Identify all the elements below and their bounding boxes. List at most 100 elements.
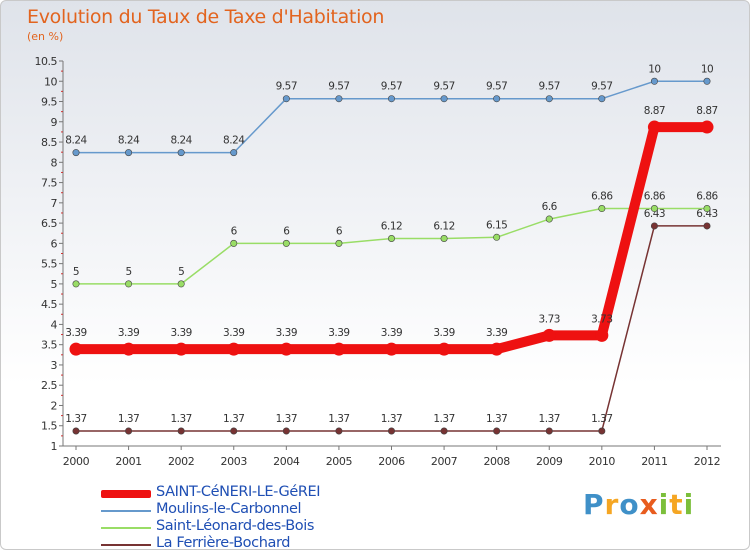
data-label: 1.37 bbox=[170, 413, 191, 425]
data-point bbox=[177, 427, 185, 435]
data-point bbox=[282, 95, 290, 103]
y-tick-label: 1.5 bbox=[41, 420, 57, 433]
legend-item-saint-ceneri[interactable]: SAINT-CéNERI-LE-GéREI bbox=[101, 484, 421, 502]
y-tick-label: 3 bbox=[51, 359, 58, 372]
data-point bbox=[177, 149, 185, 157]
legend-label: SAINT-CéNERI-LE-GéREI bbox=[156, 484, 321, 500]
data-point bbox=[385, 342, 398, 356]
data-point bbox=[490, 342, 504, 356]
data-point bbox=[598, 95, 606, 103]
data-label: 1.37 bbox=[276, 413, 297, 425]
y-tick-label: 6.5 bbox=[41, 217, 57, 230]
legend-item-saint-leonard[interactable]: Saint-Léonard-des-Bois bbox=[101, 518, 421, 536]
data-point bbox=[387, 427, 395, 435]
y-tick-label: 4.5 bbox=[41, 298, 57, 311]
y-tick-label: 9.5 bbox=[41, 96, 57, 109]
data-point bbox=[279, 342, 293, 356]
data-point bbox=[335, 95, 343, 103]
data-label: 1.37 bbox=[381, 413, 402, 425]
x-tick-label: 2003 bbox=[221, 455, 248, 468]
data-point bbox=[125, 280, 133, 288]
data-point bbox=[282, 427, 290, 435]
data-label: 1.37 bbox=[118, 413, 139, 425]
y-tick-label: 10 bbox=[44, 75, 57, 88]
y-tick-label: 2.5 bbox=[41, 379, 57, 392]
data-label: 8.24 bbox=[118, 135, 140, 147]
legend-label: Moulins-le-Carbonnel bbox=[156, 501, 302, 517]
legend-label: La Ferrière-Bochard bbox=[156, 535, 291, 550]
data-point bbox=[703, 222, 711, 230]
data-label: 6 bbox=[336, 225, 343, 237]
y-tick-label: 6 bbox=[51, 237, 58, 250]
data-label: 8.24 bbox=[170, 135, 192, 147]
legend-swatch bbox=[101, 510, 151, 512]
chart-title: Evolution du Taux de Taxe d'Habitation bbox=[27, 6, 385, 28]
y-tick-label: 8 bbox=[51, 156, 58, 169]
data-label: 6.6 bbox=[542, 201, 558, 213]
data-label: 6.43 bbox=[644, 208, 665, 220]
data-point bbox=[72, 427, 80, 435]
data-point bbox=[598, 205, 606, 213]
data-point bbox=[493, 95, 501, 103]
data-label: 8.87 bbox=[644, 105, 665, 117]
data-point bbox=[332, 342, 346, 356]
data-label: 1.37 bbox=[65, 413, 86, 425]
data-label: 6.43 bbox=[696, 208, 717, 220]
data-label: 5 bbox=[178, 266, 184, 278]
data-point bbox=[282, 239, 290, 247]
x-tick-label: 2001 bbox=[115, 455, 141, 468]
legend-swatch bbox=[101, 527, 151, 529]
data-point bbox=[335, 427, 343, 435]
data-point bbox=[545, 427, 553, 435]
data-point bbox=[595, 328, 609, 342]
data-point bbox=[230, 239, 238, 247]
legend-label: Saint-Léonard-des-Bois bbox=[156, 518, 315, 534]
data-point bbox=[703, 205, 711, 213]
x-tick-label: 2005 bbox=[326, 455, 353, 468]
legend-item-moulins[interactable]: Moulins-le-Carbonnel bbox=[101, 501, 421, 519]
legend-item-la-ferriere[interactable]: La Ferrière-Bochard bbox=[101, 535, 421, 550]
data-point bbox=[545, 95, 553, 103]
data-point bbox=[177, 280, 185, 288]
data-label: 1.37 bbox=[539, 413, 560, 425]
data-label: 9.57 bbox=[276, 81, 297, 93]
y-tick-label: 5 bbox=[51, 278, 58, 291]
data-label: 5 bbox=[125, 266, 131, 278]
y-tick-label: 1 bbox=[51, 440, 58, 453]
data-label: 9.57 bbox=[539, 81, 560, 93]
data-point bbox=[387, 95, 395, 103]
data-point bbox=[125, 427, 133, 435]
data-label: 6.86 bbox=[696, 191, 718, 203]
data-label: 6.86 bbox=[591, 191, 613, 203]
data-label: 6.12 bbox=[381, 221, 402, 233]
data-label: 3.39 bbox=[65, 327, 86, 339]
data-label: 3.39 bbox=[328, 327, 349, 339]
x-tick-label: 2012 bbox=[694, 455, 720, 468]
data-point bbox=[174, 342, 188, 356]
data-label: 9.57 bbox=[486, 81, 507, 93]
x-tick-label: 2004 bbox=[273, 455, 300, 468]
data-label: 8.87 bbox=[696, 105, 717, 117]
data-label: 8.24 bbox=[65, 135, 87, 147]
data-label: 6 bbox=[283, 225, 290, 237]
data-label: 8.24 bbox=[223, 135, 245, 147]
data-label: 6.15 bbox=[486, 219, 507, 231]
x-tick-label: 2008 bbox=[483, 455, 510, 468]
data-point bbox=[650, 77, 658, 85]
data-label: 10 bbox=[648, 63, 660, 75]
data-point bbox=[69, 342, 83, 356]
y-tick-label: 8.5 bbox=[41, 136, 57, 149]
x-tick-label: 2010 bbox=[589, 455, 616, 468]
data-label: 3.39 bbox=[170, 327, 191, 339]
y-tick-label: 2 bbox=[51, 399, 58, 412]
data-label: 6.12 bbox=[433, 221, 454, 233]
data-point bbox=[230, 149, 238, 157]
y-tick-label: 3.5 bbox=[41, 339, 57, 352]
y-tick-label: 7.5 bbox=[41, 177, 57, 190]
data-label: 1.37 bbox=[223, 413, 244, 425]
data-point bbox=[542, 328, 556, 342]
data-point bbox=[493, 233, 501, 241]
data-point bbox=[440, 95, 448, 103]
